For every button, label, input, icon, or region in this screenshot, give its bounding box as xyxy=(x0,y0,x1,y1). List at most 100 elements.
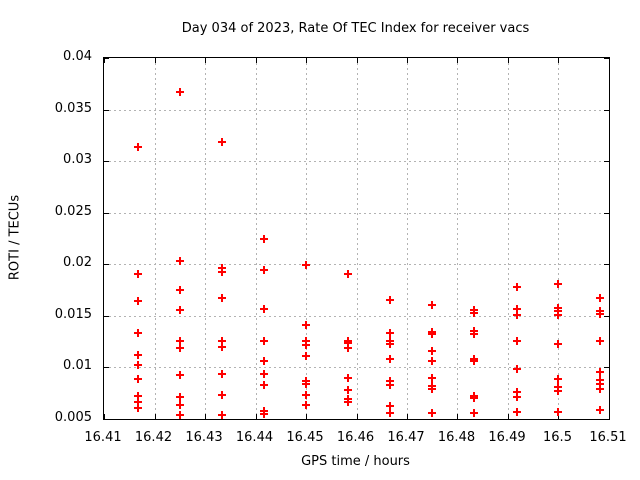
data-point-marker xyxy=(596,406,604,414)
data-point-marker xyxy=(302,401,310,409)
data-point-marker xyxy=(302,341,310,349)
data-point-marker xyxy=(344,386,352,394)
data-point-marker xyxy=(218,370,226,378)
y-tick-label: 0.03 xyxy=(63,152,92,168)
x-tick-label: 16.49 xyxy=(488,430,526,445)
data-point-marker xyxy=(470,409,478,417)
data-point-marker xyxy=(470,357,478,365)
data-point-marker xyxy=(302,261,310,269)
data-point-marker xyxy=(428,347,436,355)
x-tick-label: 16.51 xyxy=(589,430,627,445)
data-point-marker xyxy=(176,257,184,265)
y-tick-label: 0.005 xyxy=(54,410,92,425)
data-point-marker xyxy=(134,375,142,383)
data-point-marker xyxy=(344,374,352,382)
data-point-marker xyxy=(260,410,268,418)
data-point-marker xyxy=(134,297,142,305)
data-point-marker xyxy=(554,408,562,416)
data-point-marker xyxy=(218,138,226,146)
x-tick-label: 16.44 xyxy=(235,430,274,445)
data-point-marker xyxy=(513,393,521,401)
data-point-marker xyxy=(218,411,226,419)
data-point-marker xyxy=(218,268,226,276)
data-point-marker xyxy=(596,337,604,345)
data-point-marker xyxy=(134,143,142,151)
x-tick-label: 16.41 xyxy=(84,430,122,445)
data-point-marker xyxy=(260,266,268,274)
data-point-marker xyxy=(260,235,268,243)
data-point-marker xyxy=(134,404,142,412)
x-tick-label: 16.5 xyxy=(543,430,572,445)
data-point-marker xyxy=(260,381,268,389)
data-point-marker xyxy=(386,355,394,363)
data-point-marker xyxy=(344,398,352,406)
data-point-marker xyxy=(260,305,268,313)
data-point-marker xyxy=(344,344,352,352)
y-axis-title: ROTI / TECUs xyxy=(7,194,23,281)
data-point-marker xyxy=(513,408,521,416)
data-point-marker xyxy=(386,296,394,304)
data-point-marker xyxy=(596,294,604,302)
chart-title: Day 034 of 2023, Rate Of TEC Index for r… xyxy=(181,21,530,36)
y-tick-label: 0.035 xyxy=(54,100,92,116)
x-tick-label: 16.45 xyxy=(286,430,324,445)
data-point-marker xyxy=(554,387,562,395)
data-point-marker xyxy=(513,365,521,373)
data-point-marker xyxy=(428,330,436,338)
data-point-marker xyxy=(513,337,521,345)
y-tick-label: 0.04 xyxy=(63,49,92,64)
data-point-marker xyxy=(470,330,478,338)
data-point-marker xyxy=(260,357,268,365)
x-tick-label: 16.43 xyxy=(185,430,223,445)
data-point-marker xyxy=(386,329,394,337)
data-point-marker xyxy=(596,368,604,376)
x-axis-title: GPS time / hours xyxy=(301,454,410,469)
data-point-marker xyxy=(513,311,521,319)
data-point-marker xyxy=(176,88,184,96)
data-point-marker xyxy=(386,409,394,417)
data-point-marker xyxy=(344,270,352,278)
data-point-marker xyxy=(470,394,478,402)
data-point-marker xyxy=(554,375,562,383)
data-point-marker xyxy=(176,306,184,314)
data-point-marker xyxy=(176,337,184,345)
data-point-marker xyxy=(176,393,184,401)
scatter-plot-canvas xyxy=(104,58,609,419)
x-tick-label: 16.46 xyxy=(336,430,375,445)
data-point-marker xyxy=(386,340,394,348)
data-point-marker xyxy=(596,385,604,393)
data-point-marker xyxy=(302,380,310,388)
data-point-marker xyxy=(260,337,268,345)
data-point-marker xyxy=(554,280,562,288)
data-point-marker xyxy=(176,286,184,294)
data-point-marker xyxy=(428,357,436,365)
data-point-marker xyxy=(513,283,521,291)
data-point-marker xyxy=(302,352,310,360)
data-point-marker xyxy=(218,343,226,351)
data-point-marker xyxy=(134,270,142,278)
data-point-marker xyxy=(554,311,562,319)
data-point-marker xyxy=(596,310,604,318)
y-tick-label: 0.02 xyxy=(63,255,92,271)
data-point-marker xyxy=(134,351,142,359)
data-point-marker xyxy=(428,301,436,309)
x-tick-label: 16.47 xyxy=(387,430,425,445)
data-point-marker xyxy=(470,309,478,317)
data-point-marker xyxy=(302,391,310,399)
data-point-marker xyxy=(302,321,310,329)
data-point-marker xyxy=(260,370,268,378)
plot-area xyxy=(103,57,610,420)
data-point-marker xyxy=(176,344,184,352)
data-point-marker xyxy=(176,401,184,409)
y-tick-label: 0.025 xyxy=(54,203,92,219)
y-tick-label: 0.015 xyxy=(54,306,92,322)
data-point-marker xyxy=(218,294,226,302)
x-tick-label: 16.48 xyxy=(437,430,476,445)
data-point-marker xyxy=(554,340,562,348)
x-tick-label: 16.42 xyxy=(134,430,173,445)
data-point-marker xyxy=(428,374,436,382)
data-point-marker xyxy=(176,411,184,419)
data-point-marker xyxy=(428,409,436,417)
data-point-marker xyxy=(134,329,142,337)
